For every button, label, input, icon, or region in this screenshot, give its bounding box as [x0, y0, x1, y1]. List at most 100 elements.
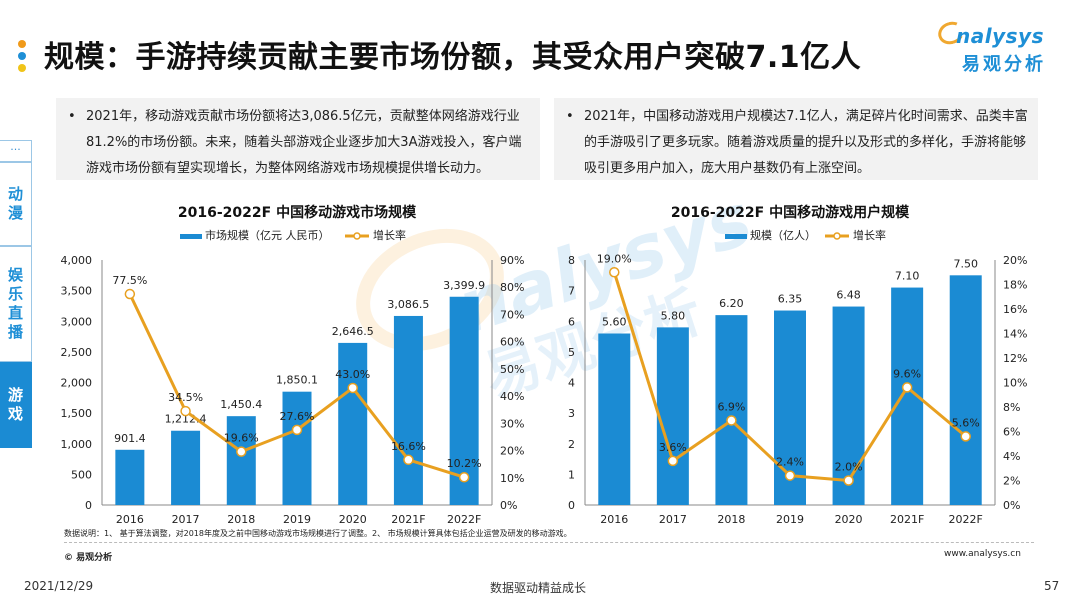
side-nav-more-button[interactable]: ···	[0, 140, 32, 162]
growth-rate-marker	[784, 470, 796, 481]
y-right-tick-label: 0%	[500, 499, 517, 512]
growth-rate-label: 2.0%	[835, 461, 863, 474]
y-left-tick-label: 1,000	[61, 438, 93, 451]
legend-bar-swatch	[180, 234, 202, 239]
bar	[226, 416, 256, 505]
page-title: 规模：手游持续贡献主要市场份额，其受众用户突破7.1亿人	[44, 40, 862, 75]
title-dot-blue	[18, 52, 26, 60]
bar	[393, 315, 423, 505]
side-nav-label-char: 播	[7, 323, 23, 341]
growth-rate-label: 10.2%	[447, 457, 482, 470]
growth-rate-marker	[726, 415, 737, 426]
bar-value-label: 6.48	[836, 289, 861, 302]
y-left-tick-label: 2	[568, 438, 575, 451]
y-right-tick-label: 40%	[500, 390, 524, 403]
growth-rate-label: 5.6%	[952, 416, 980, 429]
y-right-tick-label: 8%	[1003, 401, 1020, 414]
y-left-tick-label: 8	[568, 254, 575, 267]
x-tick-label: 2021F	[391, 513, 425, 526]
side-nav-label-char: 戏	[7, 405, 23, 423]
copyright: © 易观分析	[64, 553, 113, 563]
note-text: 2021年，中国移动游戏用户规模达7.1亿人，满足碎片化时间需求、品类丰富的手游…	[584, 109, 1028, 176]
y-right-tick-label: 80%	[500, 281, 524, 294]
legend-bar-label: 规模（亿人）	[750, 228, 816, 242]
side-nav-label-char: 游	[7, 386, 23, 404]
bar-value-label: 6.20	[719, 297, 744, 310]
growth-rate-label: 77.5%	[112, 274, 147, 287]
bullet-icon: •	[566, 109, 574, 124]
y-left-tick-label: 3,000	[61, 315, 93, 328]
growth-rate-marker	[347, 382, 358, 394]
logo-chinese-name: 易观分析	[962, 54, 1046, 75]
y-left-tick-label: 0	[85, 499, 92, 512]
y-right-tick-label: 2%	[1003, 475, 1020, 488]
bar	[171, 430, 201, 505]
title-decoration-dots	[18, 40, 26, 76]
footnote-divider	[64, 542, 1034, 543]
growth-rate-label: 19.0%	[597, 252, 632, 265]
x-tick-label: 2019	[283, 513, 311, 526]
y-left-tick-label: 4,000	[61, 254, 93, 267]
side-nav-label-char: 漫	[7, 204, 23, 222]
legend-line-label: 增长率	[853, 228, 886, 242]
legend-bar-label: 市场规模（亿元 人民币）	[205, 228, 330, 242]
growth-rate-marker	[609, 267, 620, 278]
bar	[832, 306, 865, 505]
growth-rate-label: 16.6%	[391, 440, 426, 453]
bar-value-label: 5.60	[602, 316, 627, 329]
side-nav-item-live-streaming[interactable]: 娱乐直播	[0, 246, 32, 362]
bar-value-label: 7.50	[953, 257, 978, 270]
growth-rate-label: 3.6%	[659, 441, 687, 454]
x-tick-label: 2022F	[949, 513, 983, 526]
bar	[282, 391, 312, 505]
side-nav-item-anime[interactable]: 动漫	[0, 162, 32, 246]
growth-rate-label: 43.0%	[335, 368, 370, 381]
side-nav: ··· 动漫 娱乐直播 游戏	[0, 140, 32, 448]
y-right-tick-label: 50%	[500, 363, 524, 376]
title-dot-yellow	[18, 64, 26, 72]
title-dot-orange	[18, 40, 26, 48]
chart-title: 2016-2022F 中国移动游戏用户规模	[671, 204, 910, 221]
side-nav-item-games[interactable]: 游戏	[0, 362, 32, 448]
y-right-tick-label: 60%	[500, 336, 524, 349]
y-right-tick-label: 6%	[1003, 426, 1020, 439]
x-tick-label: 2021F	[890, 513, 924, 526]
y-right-tick-label: 90%	[500, 254, 524, 267]
legend-line-marker	[353, 232, 361, 240]
y-right-tick-label: 16%	[1003, 303, 1027, 316]
growth-rate-label: 27.6%	[280, 410, 315, 423]
growth-rate-marker	[901, 382, 913, 393]
y-left-tick-label: 1,500	[61, 407, 93, 420]
x-tick-label: 2020	[835, 513, 863, 526]
bar-value-label: 3,399.9	[443, 279, 485, 292]
x-tick-label: 2016	[116, 513, 144, 526]
growth-rate-label: 6.9%	[717, 400, 745, 413]
x-tick-label: 2017	[172, 513, 200, 526]
x-tick-label: 2018	[717, 513, 745, 526]
x-tick-label: 2022F	[447, 513, 481, 526]
bullet-icon: •	[68, 109, 76, 124]
bar-value-label: 6.35	[778, 293, 803, 306]
website-link[interactable]: www.analysys.cn	[944, 549, 1021, 559]
side-nav-label-char: 直	[7, 304, 23, 322]
growth-rate-marker	[667, 455, 679, 467]
growth-rate-label: 2.4%	[776, 456, 804, 469]
bar-value-label: 901.4	[114, 432, 146, 445]
y-left-tick-label: 7	[568, 285, 575, 298]
y-left-tick-label: 4	[568, 377, 575, 390]
bar	[656, 327, 689, 505]
x-tick-label: 2018	[227, 513, 255, 526]
note-market-size: • 2021年，移动游戏贡献市场份额将达3,086.5亿元，贡献整体网络游戏行业…	[56, 98, 540, 180]
growth-rate-marker	[960, 431, 971, 442]
side-nav-label-char: 乐	[7, 285, 23, 303]
y-right-tick-label: 30%	[500, 417, 524, 430]
bar	[598, 333, 631, 505]
y-left-tick-label: 3	[568, 407, 575, 420]
legend-line-marker	[833, 232, 841, 240]
y-left-tick-label: 2,000	[61, 377, 93, 390]
bar-value-label: 5.80	[661, 309, 686, 322]
page-number: 57	[1044, 579, 1060, 593]
y-right-tick-label: 20%	[1003, 254, 1027, 267]
